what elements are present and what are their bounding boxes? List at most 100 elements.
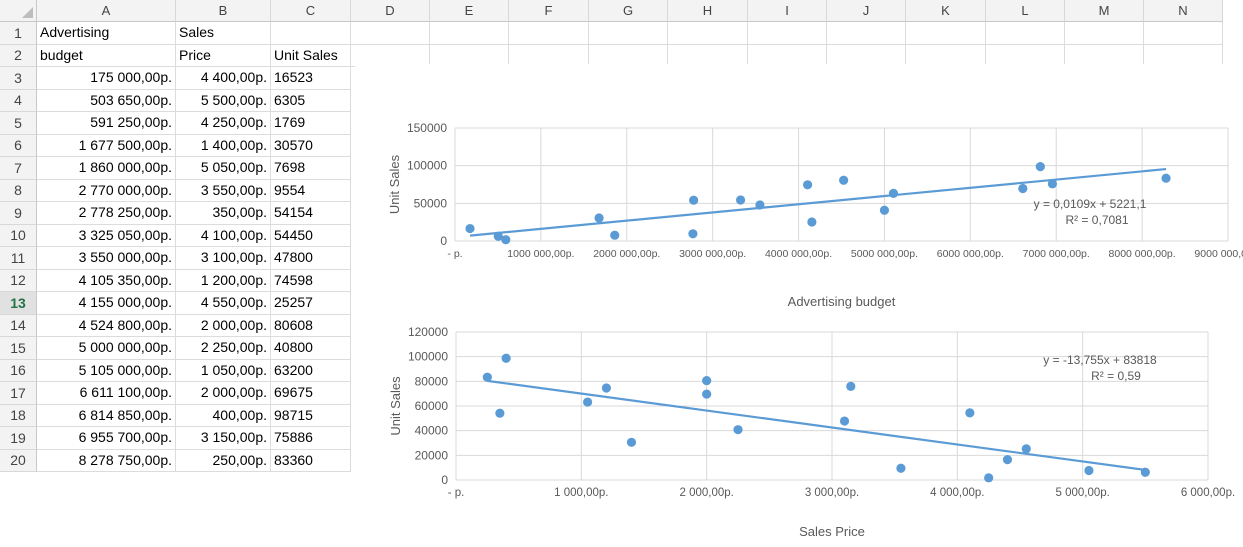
cell-e1[interactable] xyxy=(430,22,509,45)
cell-b7[interactable]: 5 050,00p. xyxy=(176,157,271,180)
row-header-5[interactable]: 5 xyxy=(0,112,37,135)
column-header-f[interactable]: F xyxy=(509,0,589,22)
cell-b13[interactable]: 4 550,00p. xyxy=(176,292,271,315)
row-header-12[interactable]: 12 xyxy=(0,269,37,292)
cell-c9[interactable]: 54154 xyxy=(271,202,351,225)
cell-b4[interactable]: 5 500,00p. xyxy=(176,89,271,112)
cell-a6[interactable]: 1 677 500,00p. xyxy=(37,134,176,157)
column-header-c[interactable]: C xyxy=(271,0,351,22)
cell-c10[interactable]: 54450 xyxy=(271,224,351,247)
cell-h1[interactable] xyxy=(668,22,748,45)
cell-c15[interactable]: 40800 xyxy=(271,337,351,360)
cell-a14[interactable]: 4 524 800,00p. xyxy=(37,314,176,337)
cell-c3[interactable]: 16523 xyxy=(271,67,351,90)
column-header-h[interactable]: H xyxy=(668,0,748,22)
cell-a11[interactable]: 3 550 000,00p. xyxy=(37,247,176,270)
cell-b2[interactable]: Price xyxy=(176,44,271,67)
row-header-2[interactable]: 2 xyxy=(0,44,37,67)
row-header-17[interactable]: 17 xyxy=(0,382,37,405)
cell-b14[interactable]: 2 000,00p. xyxy=(176,314,271,337)
cell-c1[interactable] xyxy=(271,22,351,45)
cell-a13[interactable]: 4 155 000,00p. xyxy=(37,292,176,315)
chart-price-vs-unit-sales[interactable]: 0 20000 40000 60000 80000 100000 120000 - p. 1 0… xyxy=(355,314,1243,542)
cell-b16[interactable]: 1 050,00p. xyxy=(176,359,271,382)
cell-g1[interactable] xyxy=(589,22,668,45)
cell-b10[interactable]: 4 100,00p. xyxy=(176,224,271,247)
cell-j1[interactable] xyxy=(827,22,906,45)
cell-m1[interactable] xyxy=(1065,22,1144,45)
cell-c7[interactable]: 7698 xyxy=(271,157,351,180)
cell-a4[interactable]: 503 650,00p. xyxy=(37,89,176,112)
cell-b9[interactable]: 350,00p. xyxy=(176,202,271,225)
cell-l1[interactable] xyxy=(986,22,1065,45)
column-header-d[interactable]: D xyxy=(351,0,430,22)
cell-k1[interactable] xyxy=(906,22,986,45)
cell-c19[interactable]: 75886 xyxy=(271,427,351,450)
cell-c12[interactable]: 74598 xyxy=(271,269,351,292)
cell-a18[interactable]: 6 814 850,00p. xyxy=(37,404,176,427)
row-header-3[interactable]: 3 xyxy=(0,67,37,90)
cell-c11[interactable]: 47800 xyxy=(271,247,351,270)
cell-a10[interactable]: 3 325 050,00p. xyxy=(37,224,176,247)
column-header-j[interactable]: J xyxy=(827,0,906,22)
row-header-1[interactable]: 1 xyxy=(0,22,37,45)
cell-f1[interactable] xyxy=(509,22,589,45)
row-header-14[interactable]: 14 xyxy=(0,314,37,337)
cell-a5[interactable]: 591 250,00p. xyxy=(37,112,176,135)
cell-b3[interactable]: 4 400,00p. xyxy=(176,67,271,90)
cell-n1[interactable] xyxy=(1144,22,1223,45)
row-header-16[interactable]: 16 xyxy=(0,359,37,382)
cell-b8[interactable]: 3 550,00p. xyxy=(176,179,271,202)
row-header-9[interactable]: 9 xyxy=(0,202,37,225)
cell-b20[interactable]: 250,00p. xyxy=(176,449,271,472)
cell-b15[interactable]: 2 250,00p. xyxy=(176,337,271,360)
chart-advertising-vs-unit-sales[interactable]: 0 50000 100000 150000 - p. 1000 000,00p. 2000 … xyxy=(355,64,1243,312)
row-header-10[interactable]: 10 xyxy=(0,224,37,247)
row-header-11[interactable]: 11 xyxy=(0,247,37,270)
cell-c6[interactable]: 30570 xyxy=(271,134,351,157)
column-header-i[interactable]: I xyxy=(748,0,827,22)
cell-c20[interactable]: 83360 xyxy=(271,449,351,472)
cell-i1[interactable] xyxy=(748,22,827,45)
cell-a15[interactable]: 5 000 000,00p. xyxy=(37,337,176,360)
column-header-m[interactable]: M xyxy=(1065,0,1144,22)
cell-d1[interactable] xyxy=(351,22,430,45)
column-header-k[interactable]: K xyxy=(906,0,986,22)
cell-a20[interactable]: 8 278 750,00p. xyxy=(37,449,176,472)
row-header-6[interactable]: 6 xyxy=(0,134,37,157)
cell-a2[interactable]: budget xyxy=(37,44,176,67)
cell-c5[interactable]: 1769 xyxy=(271,112,351,135)
row-header-15[interactable]: 15 xyxy=(0,337,37,360)
column-header-n[interactable]: N xyxy=(1144,0,1223,22)
cell-c2[interactable]: Unit Sales xyxy=(271,44,351,67)
cell-c17[interactable]: 69675 xyxy=(271,382,351,405)
column-header-e[interactable]: E xyxy=(430,0,509,22)
cell-b11[interactable]: 3 100,00p. xyxy=(176,247,271,270)
cell-c16[interactable]: 63200 xyxy=(271,359,351,382)
cell-b6[interactable]: 1 400,00p. xyxy=(176,134,271,157)
cell-c13[interactable]: 25257 xyxy=(271,292,351,315)
cell-a19[interactable]: 6 955 700,00p. xyxy=(37,427,176,450)
cell-b5[interactable]: 4 250,00p. xyxy=(176,112,271,135)
cell-c14[interactable]: 80608 xyxy=(271,314,351,337)
column-header-a[interactable]: A xyxy=(37,0,176,22)
cell-a12[interactable]: 4 105 350,00p. xyxy=(37,269,176,292)
column-header-b[interactable]: B xyxy=(176,0,271,22)
column-header-g[interactable]: G xyxy=(589,0,668,22)
row-header-20[interactable]: 20 xyxy=(0,449,37,472)
cell-a3[interactable]: 175 000,00p. xyxy=(37,67,176,90)
row-header-13[interactable]: 13 xyxy=(0,292,37,315)
cell-b1[interactable]: Sales xyxy=(176,22,271,45)
cell-b19[interactable]: 3 150,00p. xyxy=(176,427,271,450)
row-header-7[interactable]: 7 xyxy=(0,157,37,180)
column-header-l[interactable]: L xyxy=(986,0,1065,22)
cell-b17[interactable]: 2 000,00p. xyxy=(176,382,271,405)
cell-c8[interactable]: 9554 xyxy=(271,179,351,202)
cell-a7[interactable]: 1 860 000,00p. xyxy=(37,157,176,180)
cell-c4[interactable]: 6305 xyxy=(271,89,351,112)
row-header-18[interactable]: 18 xyxy=(0,404,37,427)
row-header-8[interactable]: 8 xyxy=(0,179,37,202)
cell-a17[interactable]: 6 611 100,00p. xyxy=(37,382,176,405)
cell-b18[interactable]: 400,00p. xyxy=(176,404,271,427)
cell-a9[interactable]: 2 778 250,00p. xyxy=(37,202,176,225)
